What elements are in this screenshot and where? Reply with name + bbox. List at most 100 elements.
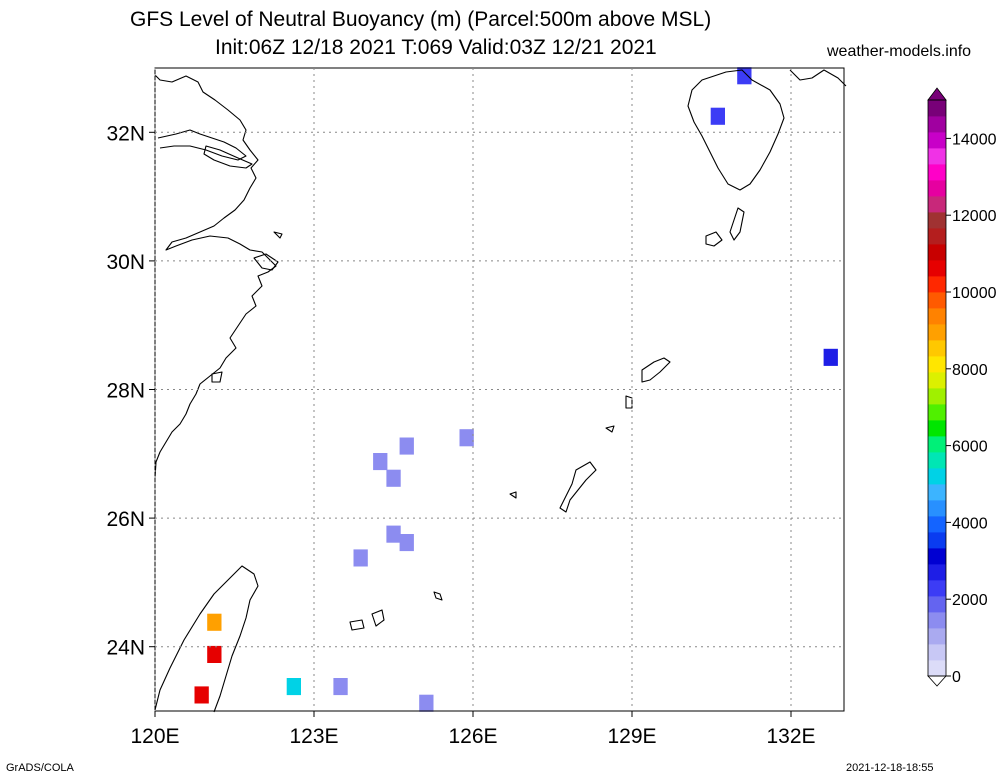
x-tick-label: 129E [607,725,656,748]
colorbar-label: 2000 [952,592,988,609]
colorbar: 0 2000 4000 6000 8000 10000 12000 14000 [927,87,997,687]
colorbar-segment [928,116,946,133]
island-ishigaki [371,609,385,627]
island-tanegashima [729,207,745,241]
island-okinoerabu [605,425,615,433]
colorbar-segment [928,308,946,325]
colorbar-segment [928,532,946,549]
footer-credit: GrADS/COLA [6,762,74,774]
colorbar-segment [928,324,946,341]
island-yakushima [705,231,723,247]
colorbar-segment [928,612,946,629]
colorbar-cap-bottom [927,675,947,687]
colorbar-segment [928,372,946,389]
y-tick-label: 30N [106,251,145,274]
data-cell [419,694,434,712]
colorbar-label: 14000 [952,131,997,148]
data-cell [207,645,222,663]
coastline-estuary [157,129,247,161]
island-kume [509,491,517,499]
colorbar-segment [928,500,946,517]
colorbar-segment [928,484,946,501]
data-cell [386,525,401,543]
colorbar-segment [928,548,946,565]
y-tick-label: 28N [106,380,145,403]
colorbar-segment [928,164,946,181]
data-cell [207,613,222,631]
colorbar-segment [928,516,946,533]
colorbar-segment [928,420,946,437]
colorbar-segment [928,388,946,405]
colorbar-segment [928,244,946,261]
coastline-taiwan [154,565,259,713]
colorbar-segment [928,148,946,165]
island-tokunoshima [625,395,633,409]
data-cell [399,534,414,552]
footer-timestamp: 2021-12-18-18:55 [846,762,934,774]
colorbar-segment [928,644,946,661]
coastline-kyushu [687,69,785,191]
island-amami [641,357,671,383]
data-cells [194,67,838,712]
colorbar-segment [928,292,946,309]
coastlines [154,69,847,713]
colorbar-segment [928,436,946,453]
y-tick-label: 24N [106,637,145,660]
colorbar-segment [928,212,946,229]
coastline-china [154,74,277,479]
x-tick-label: 120E [130,725,179,748]
colorbar-segment [928,356,946,373]
map-subtitle: Init:06Z 12/18 2021 T:069 Valid:03Z 12/2… [215,36,657,59]
y-tick-label: 32N [106,122,145,145]
coastline-estuary-2 [203,145,253,169]
data-cell [459,429,474,447]
island-small-1 [273,231,283,239]
colorbar-border [927,99,947,677]
data-cell [194,686,209,704]
island-zhoushan [253,253,279,271]
colorbar-segment [928,580,946,597]
island-miyako [433,591,443,601]
site-label: weather-models.info [827,43,972,60]
data-cell [710,107,725,125]
colorbar-segment [928,660,946,677]
colorbar-segment [928,404,946,421]
colorbar-segment [928,596,946,613]
colorbar-segment [928,468,946,485]
colorbar-label: 12000 [952,208,997,225]
coastline-japan-east [789,69,847,87]
x-tick-label: 126E [448,725,497,748]
gridlines [154,68,844,711]
x-tick-label: 123E [289,725,338,748]
y-tick-label: 26N [106,508,145,531]
colorbar-label: 8000 [952,362,988,379]
colorbar-segment [928,340,946,357]
colorbar-label: 4000 [952,515,988,532]
colorbar-segment [928,132,946,149]
island-small-2 [211,371,223,383]
map-title: GFS Level of Neutral Buoyancy (m) (Parce… [130,8,712,31]
colorbar-segment [928,452,946,469]
colorbar-segment [928,196,946,213]
colorbar-segment [928,228,946,245]
data-cell [399,437,414,455]
colorbar-segment [928,260,946,277]
colorbar-segment [928,276,946,293]
data-cell [737,67,752,85]
data-cell [286,678,301,696]
colorbar-segment [928,564,946,581]
colorbar-segment [928,180,946,197]
colorbar-label: 6000 [952,439,988,456]
island-iriomote [349,619,365,631]
island-okinawa [559,461,597,513]
colorbar-cap-top [927,87,947,101]
data-cell [386,469,401,487]
data-cell [823,348,838,366]
colorbar-label: 0 [952,669,961,686]
data-cell [353,549,368,567]
axes: 120E 123E 126E 129E 132E 24N 26N 28N 30N 32N [106,122,815,748]
data-cell [333,678,348,696]
x-tick-label: 132E [766,725,815,748]
colorbar-segment [928,100,946,117]
